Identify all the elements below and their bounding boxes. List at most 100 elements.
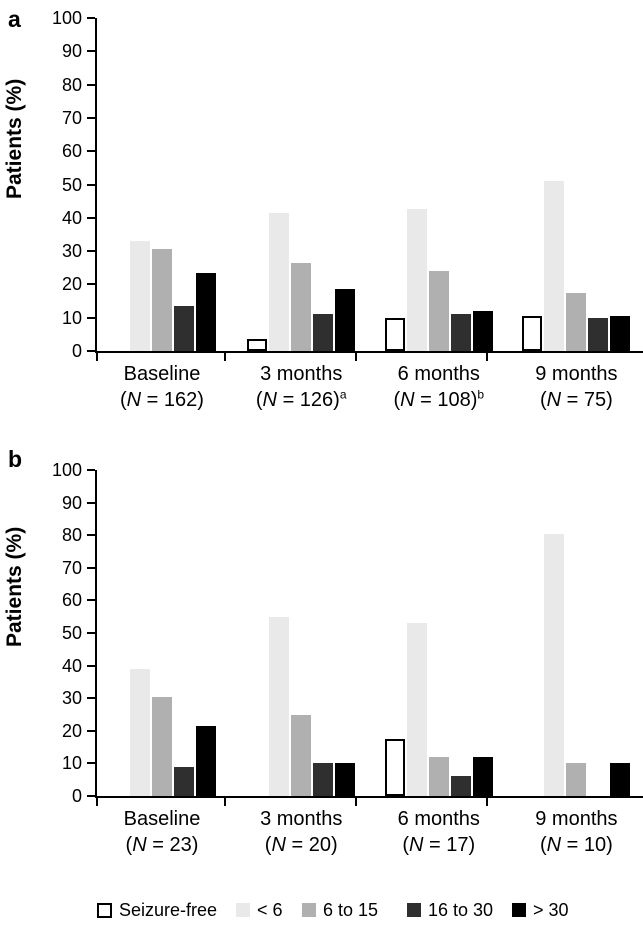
legend: Seizure-free < 6 6 to 15 16 to 30 > 30 — [0, 893, 643, 927]
legend-swatch — [97, 902, 112, 918]
y-axis-tick-label: 100 — [51, 460, 82, 480]
x-category-name: 3 months — [260, 808, 343, 830]
x-axis-tick — [96, 798, 98, 806]
y-axis-tick-label: 80 — [61, 525, 82, 546]
bar-group — [247, 212, 356, 351]
bar-6to15 — [566, 292, 587, 351]
bar-gt30 — [195, 272, 216, 351]
y-axis-tick — [87, 283, 95, 286]
y-axis-tick-label: 40 — [61, 207, 82, 228]
y-axis-tick — [87, 116, 95, 119]
y-axis-tick — [87, 599, 95, 602]
y-axis-tick — [87, 697, 95, 700]
bar-lt6 — [269, 212, 290, 351]
y-axis-tick-label: 30 — [61, 241, 82, 262]
x-axis-tick — [485, 353, 488, 361]
bar-gt30 — [335, 289, 356, 351]
panel-letter-a: a — [8, 6, 21, 32]
x-category-name: 3 months — [260, 363, 343, 385]
bar-16to30 — [173, 306, 194, 351]
legend-item: < 6 — [236, 901, 283, 919]
bar-6to15 — [291, 262, 312, 351]
bar-6to15 — [291, 714, 312, 796]
plot-area-b: 0 10 20 30 40 50 60 70 80 90 100 Baseline (N = 23) 3 … — [52, 461, 643, 856]
bar-lt6 — [269, 616, 290, 796]
x-category-name: 9 months — [535, 808, 618, 830]
y-axis-tick — [87, 316, 95, 319]
y-axis-tick — [87, 795, 95, 797]
bar-lt6 — [544, 181, 565, 351]
x-axis-tick — [354, 353, 357, 361]
y-axis-tick-label: 60 — [61, 590, 82, 611]
x-axis-tick — [485, 798, 488, 806]
footnote-marker: a — [339, 387, 347, 402]
bar-seizure-free — [247, 339, 268, 351]
x-category-n: (N = 23) — [125, 834, 199, 856]
x-category-label: 9 months (N = 75) — [535, 361, 617, 413]
bar-gt30 — [472, 311, 493, 351]
y-axis-tick — [87, 150, 95, 153]
x-category-name: Baseline — [123, 363, 201, 385]
bar-gt30 — [472, 756, 493, 796]
bar-lt6 — [129, 241, 150, 351]
bar-seizure-free — [384, 738, 405, 796]
bar-group — [522, 181, 631, 351]
bar-gt30 — [610, 316, 631, 351]
y-axis-tick-label: 90 — [61, 492, 82, 513]
y-axis-tick — [87, 632, 95, 634]
legend-swatch — [407, 903, 421, 917]
legend-label: > 30 — [533, 900, 569, 920]
bar-16to30 — [588, 317, 609, 351]
bar-group — [247, 616, 356, 796]
bar-6to15 — [428, 271, 449, 351]
y-axis-tick — [87, 216, 95, 219]
bar-seizure-free — [522, 316, 543, 351]
legend-swatch — [512, 903, 526, 917]
y-axis-tick-label: 20 — [61, 720, 82, 741]
y-axis-tick — [87, 566, 95, 569]
legend-item: 16 to 30 — [407, 901, 493, 919]
bar-lt6 — [406, 209, 427, 351]
x-category-n: (N = 10) — [539, 834, 613, 856]
y-axis-tick — [87, 50, 95, 53]
y-axis-tick — [87, 469, 95, 471]
y-axis-tick-label: 90 — [61, 41, 82, 62]
x-category-name: 9 months — [535, 363, 618, 385]
legend-label: < 6 — [257, 900, 283, 920]
x-category-n: (N = 162) — [119, 389, 204, 411]
x-category-n: (N = 75) — [539, 389, 613, 411]
y-axis-title-a: Patients (%) — [3, 78, 26, 199]
bar-group — [522, 533, 631, 796]
y-axis-tick-label: 70 — [61, 107, 82, 128]
x-category-name: Baseline — [123, 808, 201, 830]
y-axis-tick-label: 50 — [61, 174, 82, 195]
y-axis-tick — [87, 664, 95, 667]
x-axis-tick — [354, 798, 357, 806]
y-axis-tick-label: 0 — [71, 341, 82, 361]
footnote-marker: b — [477, 387, 485, 402]
bar-6to15 — [428, 756, 449, 796]
y-axis-title-b: Patients (%) — [3, 526, 26, 647]
x-category-label: Baseline (N = 162) — [120, 361, 204, 413]
y-axis-tick — [87, 183, 95, 186]
bar-6to15 — [151, 249, 172, 351]
legend-swatch — [302, 903, 316, 917]
bar-lt6 — [406, 623, 427, 796]
x-category-name: 6 months — [397, 808, 480, 830]
plot-area-a: 0 10 20 30 40 50 60 70 80 90 100 Baseline (N = 162) 3… — [52, 9, 643, 411]
y-axis-tick — [87, 250, 95, 253]
bar-lt6 — [544, 533, 565, 796]
y-axis-tick-label: 10 — [61, 753, 82, 774]
bar-group — [384, 209, 493, 351]
y-axis-tick — [87, 729, 95, 732]
x-axis-tick — [223, 798, 226, 806]
y-axis-tick — [87, 501, 95, 504]
y-axis-tick — [87, 17, 95, 19]
x-category-label: Baseline (N = 23) — [124, 806, 201, 858]
legend-label: 6 to 15 — [323, 900, 379, 920]
x-category-label: 9 months (N = 10) — [535, 806, 617, 858]
y-axis-tick — [87, 83, 95, 86]
bar-gt30 — [335, 763, 356, 796]
y-axis-tick-label: 50 — [61, 623, 82, 643]
